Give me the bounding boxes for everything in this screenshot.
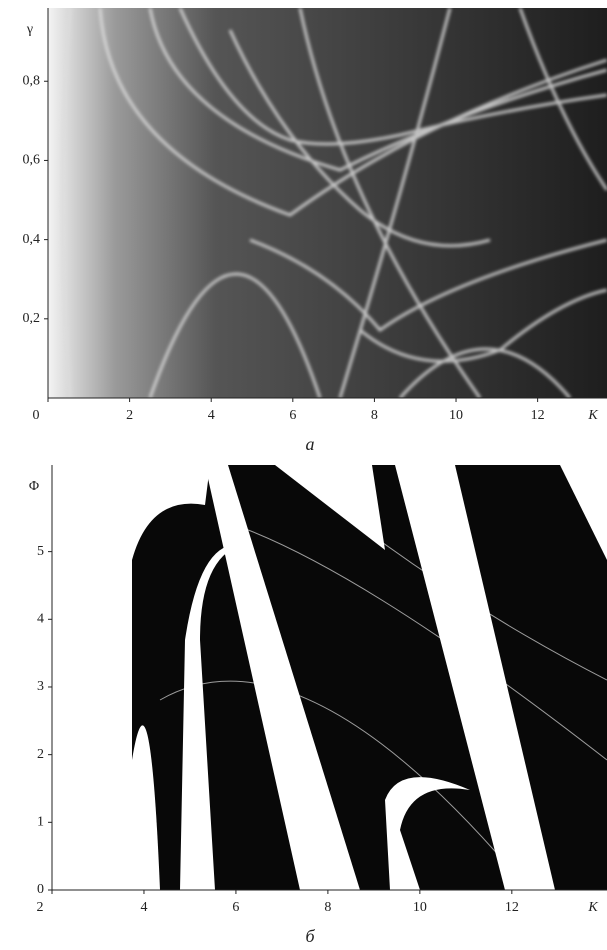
x-tick-label: 12 — [505, 900, 519, 915]
y-tick-label: 1 — [37, 815, 44, 830]
y-tick-label: 4 — [37, 612, 44, 627]
x-tick-label: 0 — [33, 408, 40, 423]
caption: а — [306, 434, 315, 454]
x-tick-label: 8 — [371, 408, 378, 423]
map-image-b — [52, 465, 607, 890]
x-tick-label: 8 — [324, 900, 331, 915]
y-tick-label: 0,4 — [23, 232, 41, 247]
x-axis-label: K — [587, 900, 598, 915]
x-tick-label: 6 — [289, 408, 296, 423]
map-image-a — [48, 8, 607, 398]
x-tick-label: 4 — [208, 408, 215, 423]
x-tick-label: 2 — [126, 408, 133, 423]
y-tick-label: 0,8 — [23, 73, 41, 88]
y-tick-label: 3 — [37, 679, 44, 694]
x-axis-label: K — [587, 408, 598, 423]
y-tick-label: 0,6 — [23, 153, 41, 168]
x-tick-label: 12 — [531, 408, 545, 423]
figure: 0246810120,20,40,60,8Kγа24681012012345KΦ… — [0, 0, 607, 950]
y-tick-label: 0 — [37, 882, 44, 897]
x-tick-label: 10 — [449, 408, 463, 423]
y-axis-label: Φ — [29, 479, 39, 494]
y-tick-label: 0,2 — [23, 311, 41, 326]
y-tick-label: 2 — [37, 747, 44, 762]
x-tick-label: 4 — [140, 900, 147, 915]
caption: б — [305, 926, 315, 946]
x-tick-label: 2 — [37, 900, 44, 915]
x-tick-label: 6 — [232, 900, 239, 915]
x-tick-label: 10 — [413, 900, 427, 915]
y-tick-label: 5 — [37, 544, 44, 559]
y-axis-label: γ — [26, 22, 33, 37]
